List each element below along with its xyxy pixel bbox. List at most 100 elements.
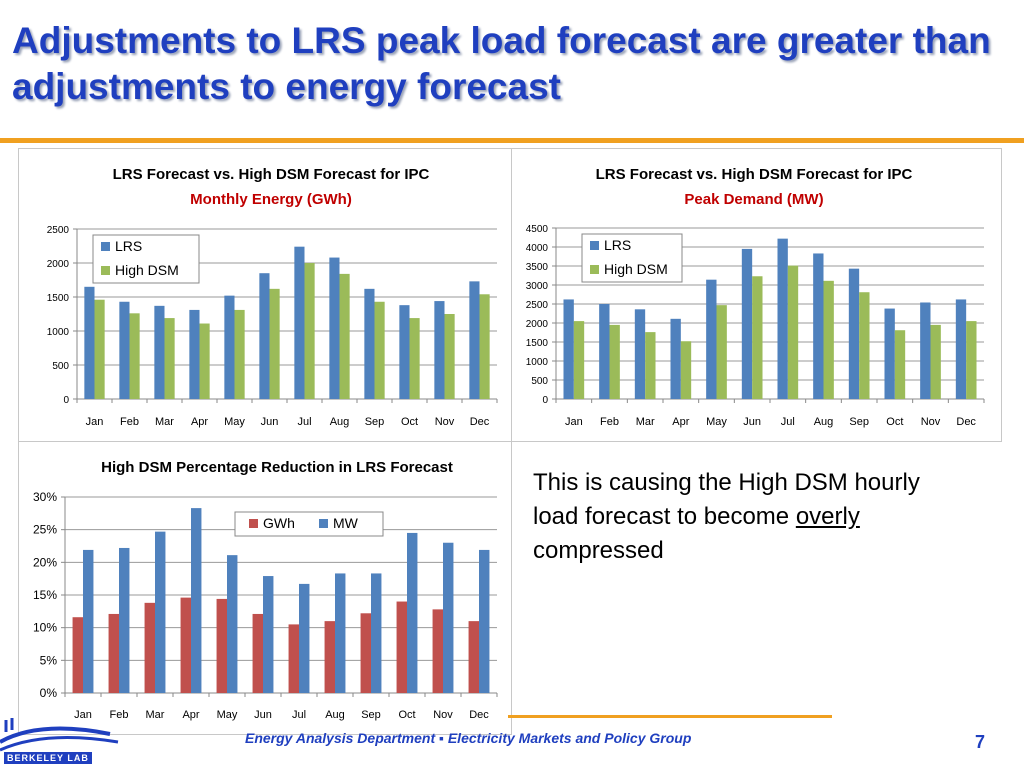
x-tick-label: Apr [191,416,208,428]
x-tick-label: Jul [297,416,311,428]
bar-high-dsm [164,318,175,399]
x-tick-label: Oct [401,416,418,428]
bar-lrs [741,248,753,399]
bar-high-dsm [479,294,490,399]
body-text-underlined: overly [795,503,860,530]
chart-subtitle: Monthly Energy (GWh) [190,191,352,208]
x-tick-label: Sep [849,416,869,428]
y-tick-label: 500 [52,361,69,372]
bar-high-dsm [94,299,105,399]
berkeley-lab-logo-icon [0,718,119,752]
x-tick-label: Mar [636,416,655,428]
legend-label: GWh [263,515,295,531]
bar-gwh [468,621,479,693]
x-tick-label: May [217,709,238,721]
x-tick-label: Jul [292,709,306,721]
bar-gwh [216,598,227,693]
bar-lrs [224,295,235,399]
bar-mw [479,549,490,693]
footer-text: Energy Analysis Department ▪ Electricity… [245,730,692,746]
x-tick-label: Jan [86,416,104,428]
bar-gwh [324,621,335,693]
bar-lrs [884,308,895,399]
chart-title: LRS Forecast vs. High DSM Forecast for I… [596,166,913,183]
bar-lrs [563,299,574,399]
bar-high-dsm [609,324,620,399]
bar-high-dsm [894,330,906,399]
bar-lrs [154,305,165,399]
x-tick-label: Aug [325,709,345,721]
bar-high-dsm [199,323,210,399]
bar-lrs [670,318,681,399]
y-tick-label: 25% [33,523,57,537]
body-text-prefix: This is causing the High DSM hourly load… [533,469,920,530]
bar-mw [263,576,274,693]
y-tick-label: 15% [33,588,57,602]
x-tick-label: May [706,416,727,428]
bar-lrs [259,273,270,399]
bar-high-dsm [752,276,763,399]
bar-lrs [119,301,130,399]
legend-label: MW [333,515,359,531]
x-tick-label: Apr [672,416,689,428]
y-tick-label: 2500 [526,300,549,311]
y-tick-label: 0 [63,395,69,406]
bar-high-dsm [339,273,350,399]
x-tick-label: Dec [956,416,976,428]
bar-high-dsm [787,265,799,399]
y-tick-label: 1500 [526,338,549,349]
chart-subtitle: Peak Demand (MW) [684,191,823,208]
x-tick-label: Oct [398,709,415,721]
legend-label: High DSM [115,262,179,278]
bar-mw [227,555,238,693]
bar-lrs [469,281,480,399]
legend-swatch [101,242,110,251]
bar-high-dsm [716,305,727,399]
bar-gwh [108,613,119,693]
slide-title: Adjustments to LRS peak load forecast ar… [12,20,991,107]
x-tick-label: Oct [886,416,903,428]
logo-text: BERKELEY LAB [4,752,92,764]
x-tick-label: Feb [110,709,129,721]
bar-high-dsm [304,263,315,399]
x-tick-label: Nov [435,416,455,428]
bar-gwh [396,601,407,693]
y-tick-label: 2500 [47,225,70,236]
body-text: This is causing the High DSM hourly load… [533,466,953,568]
legend-box [234,511,384,537]
y-tick-label: 4000 [526,243,549,254]
x-tick-label: Apr [182,709,199,721]
body-text-suffix: compressed [533,537,664,564]
bar-lrs [848,268,860,399]
x-tick-label: Feb [120,416,139,428]
bar-mw [191,508,202,693]
bar-gwh [360,613,371,693]
bar-gwh [288,624,299,693]
bar-high-dsm [930,324,941,399]
energy-chart-panel: LRS Forecast vs. High DSM Forecast for I… [18,148,512,442]
bar-lrs [777,238,788,399]
legend-swatch [101,266,110,275]
energy-chart: LRS Forecast vs. High DSM Forecast for I… [47,166,498,428]
y-tick-label: 2000 [526,319,549,330]
bar-lrs [813,253,824,399]
x-tick-label: Jan [74,709,92,721]
bar-lrs [599,304,610,399]
y-tick-label: 0% [40,686,58,700]
x-tick-label: Jun [743,416,761,428]
x-tick-label: May [224,416,245,428]
bar-gwh [72,617,83,693]
y-tick-label: 1000 [47,327,70,338]
x-tick-label: Jun [254,709,272,721]
bar-lrs [706,279,717,399]
x-tick-label: Mar [155,416,174,428]
bar-lrs [399,305,410,399]
x-tick-label: Sep [365,416,385,428]
legend-box [92,234,200,284]
bar-high-dsm [269,288,280,399]
bar-lrs [434,301,445,399]
y-tick-label: 30% [33,490,57,504]
legend-swatch [590,241,599,250]
x-tick-label: Jul [781,416,795,428]
bar-mw [371,573,382,693]
